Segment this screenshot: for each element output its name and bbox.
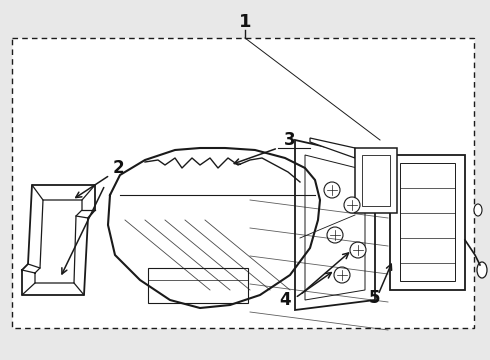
Polygon shape [295, 140, 375, 310]
Text: 2: 2 [112, 159, 124, 177]
Circle shape [350, 242, 366, 258]
Polygon shape [305, 155, 365, 300]
Text: 1: 1 [239, 13, 251, 31]
FancyBboxPatch shape [355, 148, 397, 213]
Text: 3: 3 [284, 131, 296, 149]
Text: 4: 4 [279, 291, 291, 309]
FancyBboxPatch shape [148, 268, 248, 303]
FancyBboxPatch shape [362, 155, 390, 206]
FancyBboxPatch shape [400, 163, 455, 281]
Polygon shape [310, 138, 355, 158]
Circle shape [324, 182, 340, 198]
FancyBboxPatch shape [12, 38, 474, 328]
Circle shape [327, 227, 343, 243]
Text: 5: 5 [369, 289, 381, 307]
Circle shape [334, 267, 350, 283]
Circle shape [344, 197, 360, 213]
Ellipse shape [474, 204, 482, 216]
FancyBboxPatch shape [390, 155, 465, 290]
Ellipse shape [477, 262, 487, 278]
